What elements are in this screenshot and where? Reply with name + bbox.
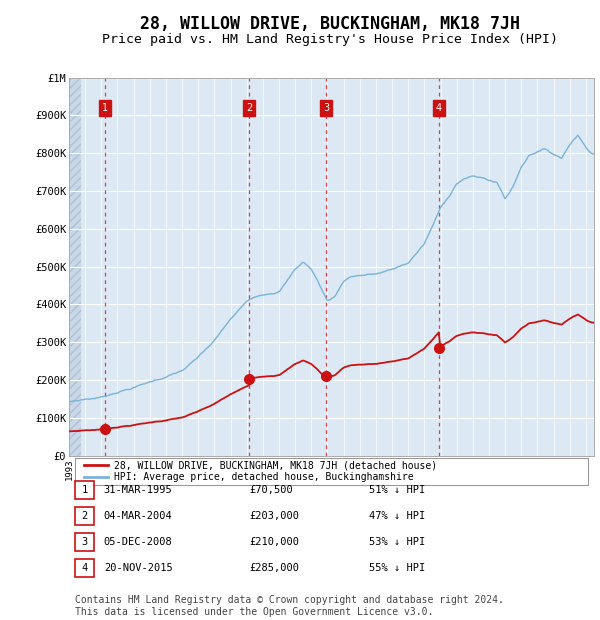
- Text: £70,500: £70,500: [249, 485, 293, 495]
- Text: 20-NOV-2015: 20-NOV-2015: [104, 563, 173, 573]
- Text: 3: 3: [82, 537, 88, 547]
- Text: 1: 1: [101, 103, 108, 113]
- Text: £285,000: £285,000: [249, 563, 299, 573]
- Text: 3: 3: [323, 103, 329, 113]
- Text: 05-DEC-2008: 05-DEC-2008: [104, 537, 173, 547]
- Text: £210,000: £210,000: [249, 537, 299, 547]
- Text: 28, WILLOW DRIVE, BUCKINGHAM, MK18 7JH: 28, WILLOW DRIVE, BUCKINGHAM, MK18 7JH: [140, 14, 520, 33]
- Text: 2: 2: [82, 511, 88, 521]
- Text: 2: 2: [247, 103, 253, 113]
- Text: 04-MAR-2004: 04-MAR-2004: [104, 511, 173, 521]
- Text: Contains HM Land Registry data © Crown copyright and database right 2024.
This d: Contains HM Land Registry data © Crown c…: [75, 595, 504, 617]
- Text: 4: 4: [82, 563, 88, 573]
- Bar: [69, 78, 81, 456]
- Text: 31-MAR-1995: 31-MAR-1995: [104, 485, 173, 495]
- Text: 4: 4: [436, 103, 442, 113]
- Text: Price paid vs. HM Land Registry's House Price Index (HPI): Price paid vs. HM Land Registry's House …: [102, 33, 558, 46]
- Text: 51% ↓ HPI: 51% ↓ HPI: [369, 485, 425, 495]
- Text: 55% ↓ HPI: 55% ↓ HPI: [369, 563, 425, 573]
- Text: 53% ↓ HPI: 53% ↓ HPI: [369, 537, 425, 547]
- Bar: [69, 78, 81, 456]
- Text: 47% ↓ HPI: 47% ↓ HPI: [369, 511, 425, 521]
- Text: 1: 1: [82, 485, 88, 495]
- Text: £203,000: £203,000: [249, 511, 299, 521]
- Text: HPI: Average price, detached house, Buckinghamshire: HPI: Average price, detached house, Buck…: [114, 472, 413, 482]
- Text: 28, WILLOW DRIVE, BUCKINGHAM, MK18 7JH (detached house): 28, WILLOW DRIVE, BUCKINGHAM, MK18 7JH (…: [114, 460, 437, 470]
